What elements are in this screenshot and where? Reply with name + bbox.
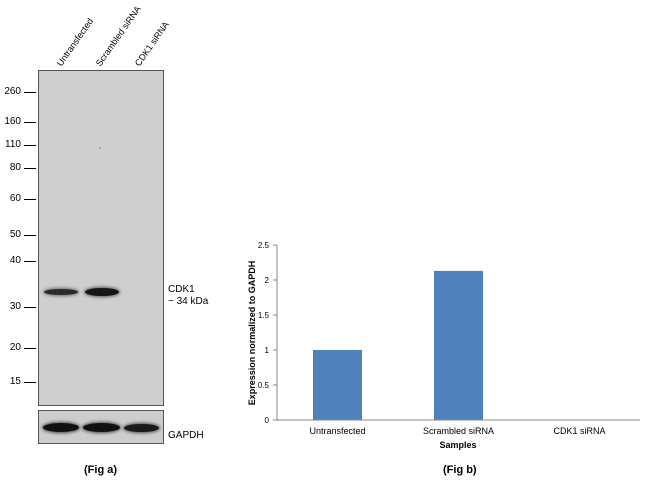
mw-tick	[24, 199, 36, 200]
mw-marker-110: 110	[5, 139, 21, 150]
mw-marker-40: 40	[9, 255, 21, 266]
gapdh-band-scrambled-sirna	[83, 423, 120, 432]
y-tick-label: 2	[265, 276, 270, 285]
x-axis-labels: Untransfected Scrambled siRNA CDK1 siRNA	[309, 426, 605, 436]
y-tick-label: 1.5	[258, 311, 270, 320]
mw-marker-80: 80	[9, 162, 21, 173]
y-tick-label: 1	[265, 346, 270, 355]
x-tick-label: Scrambled siRNA	[423, 426, 494, 436]
mw-marker-20: 20	[9, 342, 21, 353]
mw-tick	[24, 382, 36, 383]
artifact-dot	[99, 147, 101, 149]
x-tick-label: Untransfected	[309, 426, 365, 436]
cdk1-band-untransfected	[44, 289, 78, 295]
fig-a-caption: (Fig a)	[84, 464, 117, 476]
mw-tick	[24, 92, 36, 93]
mw-marker-50: 50	[9, 229, 21, 240]
y-axis-ticks: 0 0.5 1 1.5 2 2.5	[258, 241, 277, 425]
band-label-name: CDK1	[168, 284, 195, 295]
fig-b-caption: (Fig b)	[443, 464, 477, 476]
bar-scrambled-sirna	[434, 270, 483, 420]
mw-marker-160: 160	[4, 116, 21, 127]
mw-marker-260: 260	[4, 86, 21, 97]
mw-marker-15: 15	[9, 376, 21, 387]
y-axis-title: Expression normalized to GAPDH	[247, 261, 257, 406]
mw-tick	[24, 145, 36, 146]
mw-tick	[24, 168, 36, 169]
y-tick-label: 2.5	[258, 241, 270, 250]
blot-main-panel	[38, 70, 164, 406]
mw-tick	[24, 261, 36, 262]
blot-gapdh-panel	[38, 410, 164, 444]
band-label-size: ~ 34 kDa	[168, 296, 209, 307]
gapdh-band-untransfected	[43, 423, 79, 432]
x-tick-label: CDK1 siRNA	[553, 426, 605, 436]
x-axis-title: Samples	[439, 440, 476, 450]
mw-tick	[24, 235, 36, 236]
mw-marker-60: 60	[9, 193, 21, 204]
cdk1-band-scrambled-sirna	[85, 288, 119, 296]
y-tick-label: 0	[265, 416, 270, 425]
mw-tick	[24, 122, 36, 123]
mw-marker-30: 30	[9, 301, 21, 312]
y-tick-label: 0.5	[258, 381, 270, 390]
bar-untransfected	[313, 350, 362, 420]
mw-tick	[24, 307, 36, 308]
mw-tick	[24, 348, 36, 349]
band-label-cdk1: CDK1 ~ 34 kDa	[168, 284, 208, 308]
gapdh-band-cdk1-sirna	[124, 424, 159, 432]
bar-series	[313, 270, 483, 420]
loading-control-label: GAPDH	[168, 430, 204, 441]
